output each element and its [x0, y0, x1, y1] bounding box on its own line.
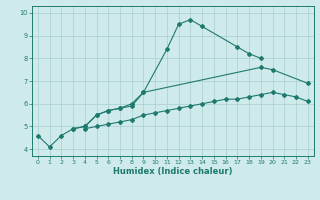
X-axis label: Humidex (Indice chaleur): Humidex (Indice chaleur): [113, 167, 233, 176]
